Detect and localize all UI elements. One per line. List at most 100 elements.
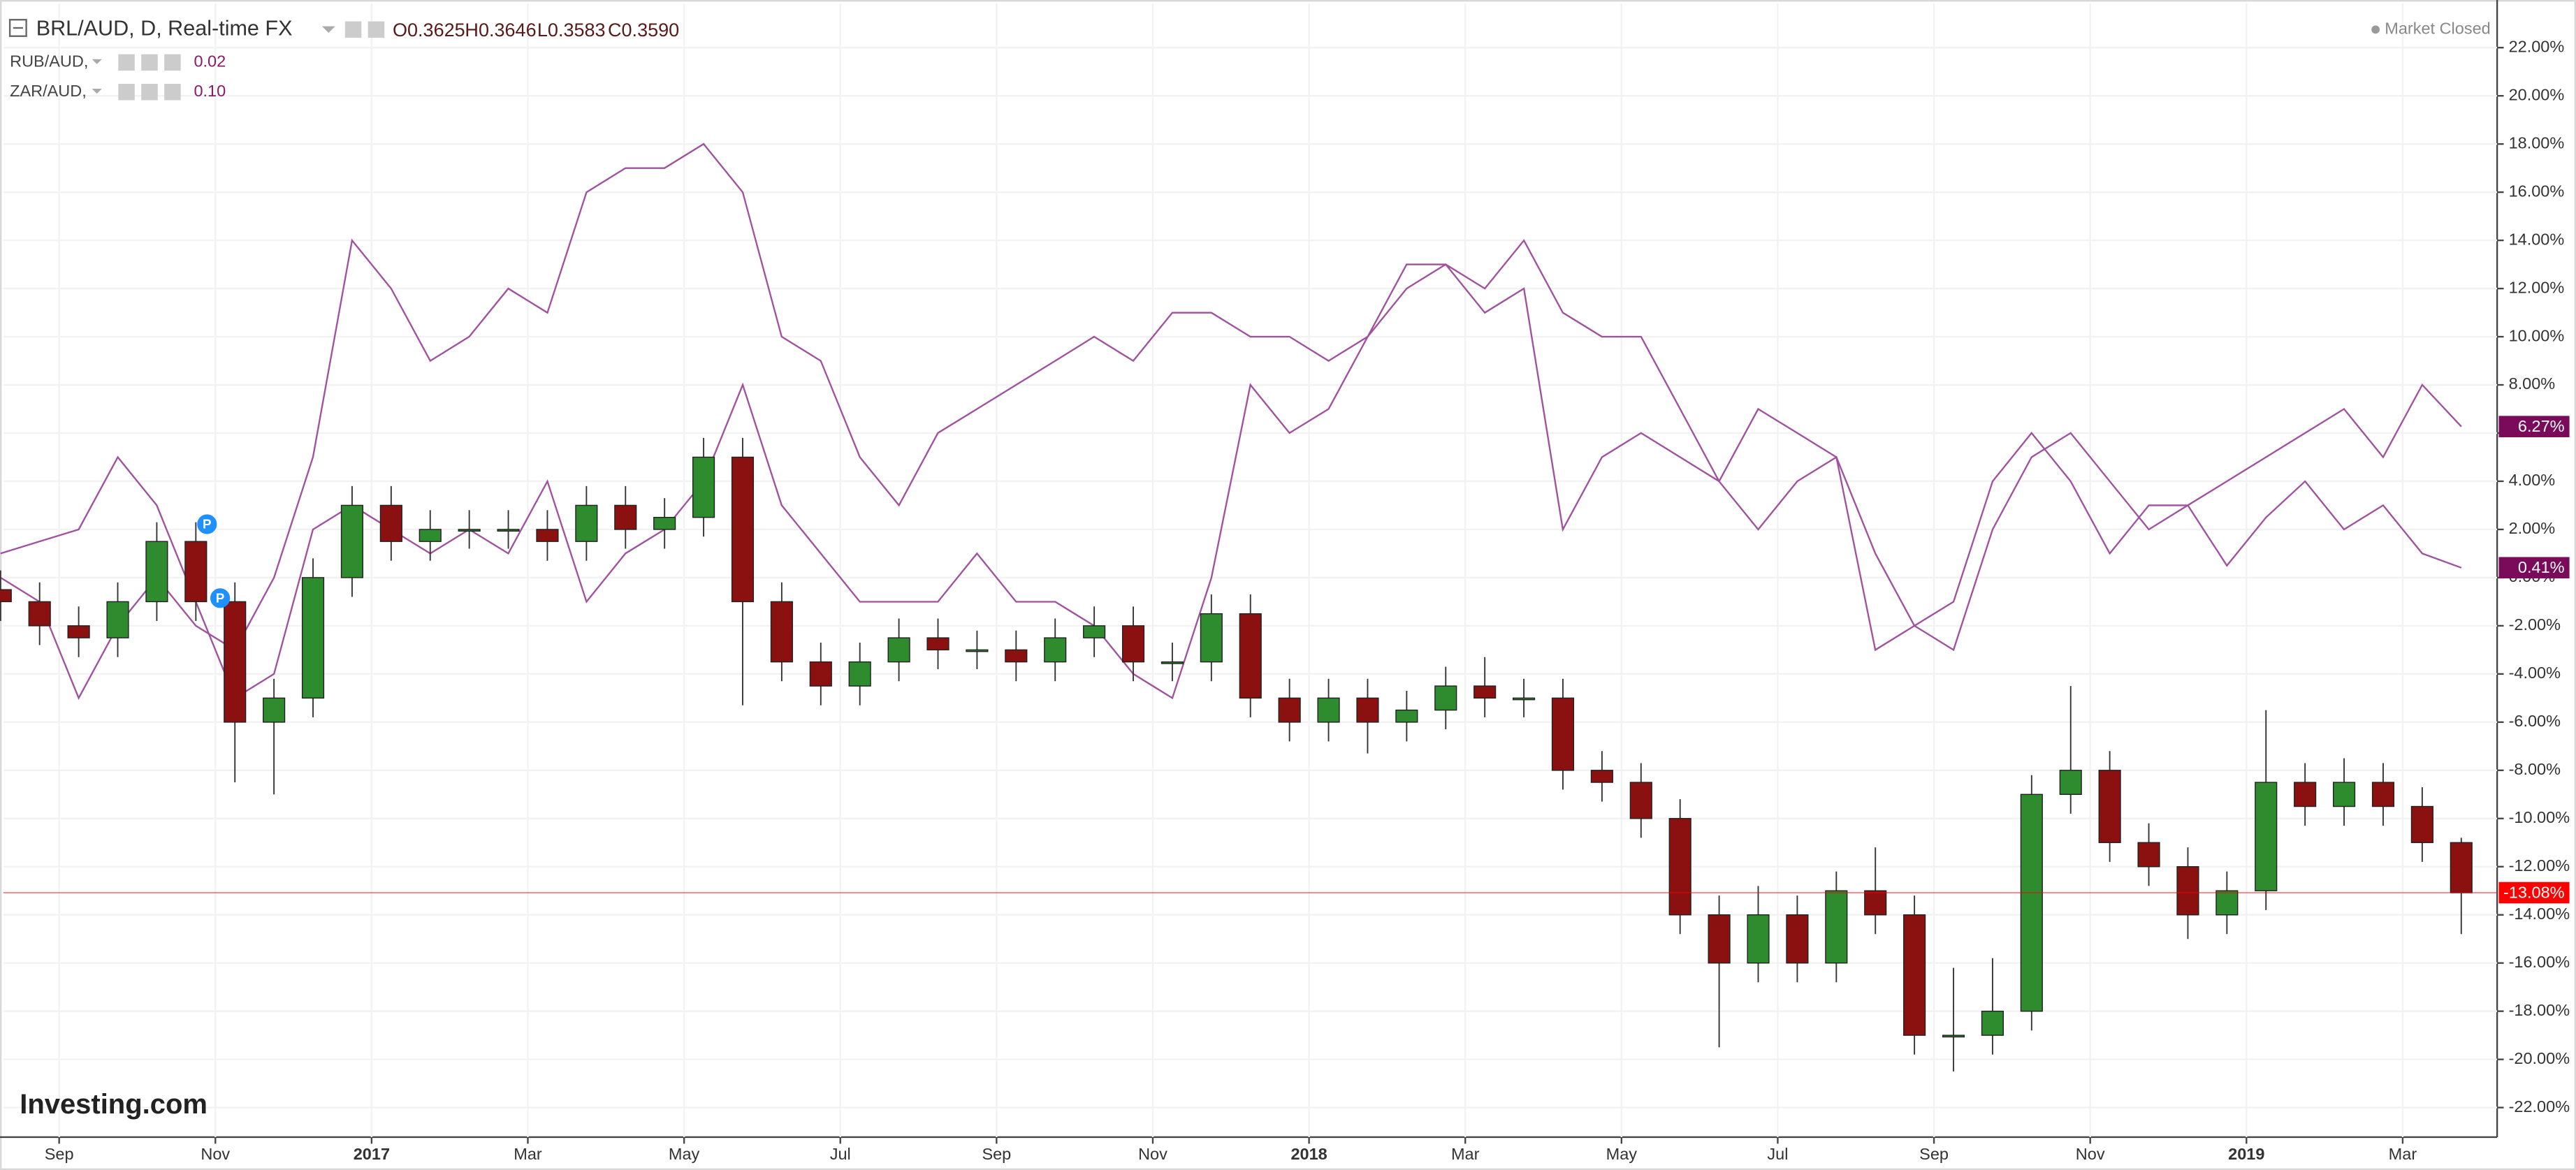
candle-body — [2332, 782, 2356, 807]
y-tick-label: 4.00% — [2509, 471, 2556, 489]
x-tick-label: May — [1606, 1145, 1638, 1163]
icon[interactable] — [118, 54, 135, 71]
x-tick-label: 2019 — [2228, 1145, 2264, 1163]
status-dot — [2371, 25, 2380, 34]
last-value-label: 0.41% — [2518, 558, 2565, 576]
candle-body — [224, 601, 247, 723]
series-line — [0, 263, 2462, 700]
x-tick-label: Jul — [1767, 1145, 1788, 1163]
candle-body — [1747, 914, 1770, 964]
candle-body — [1200, 613, 1223, 663]
y-tick-label: -4.00% — [2509, 664, 2561, 682]
candle-body — [809, 661, 832, 687]
y-tick-label: -22.00% — [2509, 1097, 2570, 1116]
candle-body — [2059, 770, 2082, 795]
x-tick-label: Mar — [2389, 1145, 2417, 1163]
x-tick-label: May — [669, 1145, 700, 1163]
event-marker[interactable] — [197, 514, 217, 534]
candle-body — [1825, 890, 1848, 964]
candle-body — [106, 601, 129, 638]
candle-body — [653, 516, 676, 530]
candle-body — [2450, 842, 2473, 893]
y-tick-label: 20.00% — [2509, 85, 2565, 103]
candle-body — [145, 541, 168, 603]
icon[interactable] — [164, 83, 181, 101]
brand: Investing.com — [20, 1089, 208, 1120]
y-tick-label: 12.00% — [2509, 278, 2565, 296]
x-tick-label: Jul — [830, 1145, 851, 1163]
candle-body — [2215, 890, 2239, 916]
icon[interactable] — [344, 21, 362, 38]
event-marker-label: P — [216, 590, 225, 605]
legend-name: RUB/AUD, — [10, 52, 88, 71]
candle-body — [28, 601, 51, 627]
icon[interactable] — [141, 54, 158, 71]
y-tick-label: -14.00% — [2509, 905, 2570, 923]
candle-body — [1278, 697, 1301, 723]
candle-body — [379, 504, 402, 542]
candle-body — [2255, 782, 2278, 891]
x-tick-label: Mar — [514, 1145, 542, 1163]
candle-body — [0, 589, 12, 603]
y-tick-label: -10.00% — [2509, 808, 2570, 826]
dropdown[interactable] — [92, 89, 102, 94]
candle-body — [1356, 697, 1379, 723]
y-tick-label: -8.00% — [2509, 760, 2561, 778]
x-tick-label: Nov — [201, 1145, 230, 1163]
candle-body — [1239, 613, 1262, 699]
y-tick-label: 18.00% — [2509, 133, 2565, 152]
overlay: BRL/AUD, D, Real-time FX O0.3625 H0.3646… — [8, 16, 2570, 1163]
candle-body — [1473, 685, 1497, 699]
candle-body — [1512, 697, 1536, 701]
event-marker[interactable] — [210, 588, 231, 608]
candle-body — [2137, 842, 2160, 868]
candle-body — [1981, 1010, 2004, 1036]
candle-body — [2020, 794, 2043, 1012]
candle-body — [301, 577, 325, 699]
candle-body — [263, 697, 286, 723]
y-tick-label: 16.00% — [2509, 182, 2565, 200]
candle-body — [1121, 625, 1145, 663]
candle-body — [536, 529, 559, 542]
y-tick-label: 8.00% — [2509, 374, 2556, 393]
dropdown[interactable] — [321, 26, 335, 34]
candle-body — [1395, 709, 1418, 723]
candle-body — [848, 661, 871, 687]
candle-body — [926, 637, 949, 651]
x-tick-label: 2017 — [354, 1145, 390, 1163]
series-line — [0, 142, 2462, 701]
ohlc-close: C0.3590 — [608, 20, 679, 41]
icon[interactable] — [164, 54, 181, 71]
event-marker-label: P — [203, 517, 212, 532]
y-tick-label: -18.00% — [2509, 1001, 2570, 1019]
icon[interactable] — [141, 83, 158, 101]
candle-body — [2410, 805, 2433, 843]
candle-body — [340, 504, 364, 578]
x-tick-label: Sep — [45, 1145, 74, 1163]
last-value-label: 6.27% — [2518, 417, 2565, 435]
y-tick-label: 10.00% — [2509, 326, 2565, 344]
icon[interactable] — [368, 21, 385, 38]
legend-value: 0.10 — [194, 82, 226, 100]
candle-body — [1864, 890, 1887, 916]
y-tick-label: -16.00% — [2509, 953, 2570, 971]
candle-body — [2371, 782, 2395, 807]
y-tick-label: -2.00% — [2509, 615, 2561, 634]
candle-body — [770, 601, 793, 663]
candle-body — [692, 456, 715, 518]
x-tick-label: 2018 — [1290, 1145, 1327, 1163]
dropdown[interactable] — [92, 59, 102, 64]
candle-body — [2176, 866, 2199, 916]
candle-body — [1708, 914, 1731, 964]
y-tick-label: 2.00% — [2509, 519, 2556, 537]
grid — [3, 3, 2504, 1144]
legend-name: ZAR/AUD, — [10, 82, 87, 100]
candle-body — [1942, 1034, 1965, 1038]
legend-value: 0.02 — [194, 52, 226, 71]
icon[interactable] — [118, 83, 135, 101]
y-tick-label: 22.00% — [2509, 37, 2565, 55]
collapse-icon[interactable] — [8, 19, 27, 37]
x-tick-label: Nov — [1138, 1145, 1167, 1163]
